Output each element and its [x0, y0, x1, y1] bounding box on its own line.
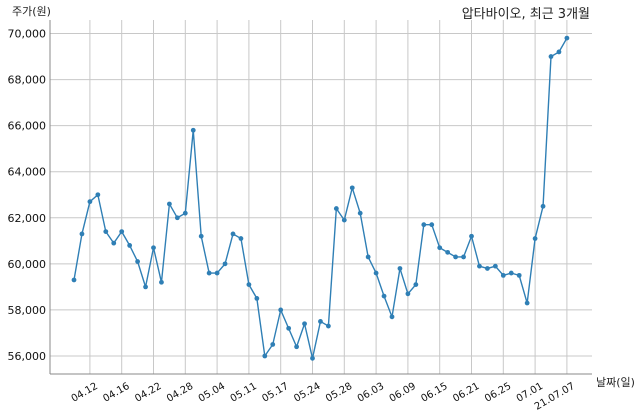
- data-point: [524, 300, 530, 306]
- data-point: [206, 270, 212, 276]
- data-point: [389, 314, 395, 320]
- x-tick-label: 05.04: [197, 381, 227, 405]
- data-point: [278, 307, 284, 313]
- data-point: [532, 236, 538, 241]
- data-point: [445, 249, 451, 255]
- data-point: [167, 201, 172, 207]
- data-point: [294, 344, 299, 350]
- data-point: [453, 254, 458, 260]
- x-tick-label: 06.03: [356, 381, 386, 405]
- data-point: [373, 270, 379, 276]
- data-point: [500, 272, 506, 278]
- data-point: [182, 210, 188, 216]
- x-tick-label: 04.12: [70, 381, 100, 405]
- y-axis-label: 주가(원): [12, 5, 51, 18]
- data-point: [421, 222, 427, 228]
- x-tick-label: 05.28: [324, 381, 354, 405]
- series: [71, 35, 570, 361]
- data-point: [341, 217, 347, 223]
- data-point: [326, 323, 331, 329]
- y-tick-labels: 56,000 58,000 60,000 62,000 64,000 66,000 68,0…: [8, 28, 47, 364]
- chart-title: 압타바이오, 최근 3개월: [462, 7, 590, 22]
- data-point: [381, 293, 387, 299]
- data-point: [79, 231, 85, 237]
- data-point: [413, 282, 419, 287]
- axes: [49, 20, 592, 375]
- grid-lines: [50, 20, 592, 374]
- x-tick-label: 06.15: [419, 381, 449, 405]
- data-point: [230, 231, 236, 237]
- data-point: [461, 254, 466, 260]
- data-point: [143, 284, 148, 290]
- data-point: [198, 233, 204, 239]
- x-tick-label: 04.28: [165, 381, 195, 405]
- y-tick-label: 62,000: [8, 212, 47, 225]
- data-point: [492, 263, 498, 269]
- data-point: [556, 49, 562, 55]
- data-point: [437, 245, 443, 251]
- data-point: [95, 192, 101, 198]
- y-tick-label: 58,000: [8, 304, 47, 317]
- data-point: [365, 254, 371, 260]
- data-point: [190, 127, 196, 133]
- data-point: [564, 35, 570, 41]
- y-tick-label: 64,000: [8, 166, 47, 179]
- data-point: [151, 245, 156, 251]
- x-tick-label: 06.09: [388, 381, 418, 405]
- data-point: [214, 270, 220, 276]
- data-point: [159, 279, 164, 285]
- x-tick-label: 05.17: [260, 381, 290, 405]
- x-tick-label: 05.24: [292, 381, 322, 405]
- data-point: [262, 353, 268, 359]
- data-point: [540, 203, 546, 209]
- x-tick-label: 06.21: [451, 381, 481, 405]
- data-point: [429, 222, 435, 228]
- data-point: [333, 206, 339, 211]
- data-point: [246, 282, 252, 287]
- y-tick-label: 68,000: [8, 74, 47, 87]
- data-point: [222, 261, 228, 267]
- x-tick-label: 05.11: [229, 381, 259, 405]
- data-point: [71, 277, 77, 283]
- data-point: [111, 240, 117, 246]
- y-tick-label: 66,000: [8, 120, 47, 133]
- data-point: [349, 185, 355, 191]
- data-point: [310, 355, 315, 361]
- data-point: [477, 263, 482, 269]
- data-point: [469, 233, 474, 239]
- data-point: [318, 319, 323, 324]
- x-tick-label: 04.22: [133, 381, 163, 405]
- data-point: [548, 54, 554, 59]
- data-point: [286, 325, 292, 331]
- data-point: [485, 266, 490, 271]
- x-tick-labels: 04.12 04.16 04.22 04.28 05.04 05.11 05.17 05.24…: [70, 381, 577, 413]
- data-point: [103, 229, 109, 235]
- y-tick-label: 56,000: [8, 350, 47, 363]
- data-point: [405, 291, 411, 297]
- data-point: [127, 243, 133, 248]
- y-tick-label: 70,000: [8, 28, 47, 41]
- data-point: [397, 266, 403, 271]
- data-point: [119, 229, 125, 235]
- data-point: [135, 259, 141, 264]
- data-point: [357, 210, 363, 216]
- data-point: [174, 215, 180, 221]
- x-axis-label: 날짜(일): [596, 375, 635, 389]
- data-point: [270, 342, 276, 347]
- data-point: [516, 272, 522, 278]
- y-tick-label: 60,000: [8, 258, 47, 271]
- data-point: [302, 321, 307, 327]
- x-tick-label: 06.25: [483, 381, 513, 405]
- data-point: [238, 236, 244, 241]
- data-point: [508, 270, 514, 276]
- x-tick-label: 04.16: [101, 381, 131, 405]
- data-point: [87, 199, 93, 205]
- data-point: [254, 296, 260, 301]
